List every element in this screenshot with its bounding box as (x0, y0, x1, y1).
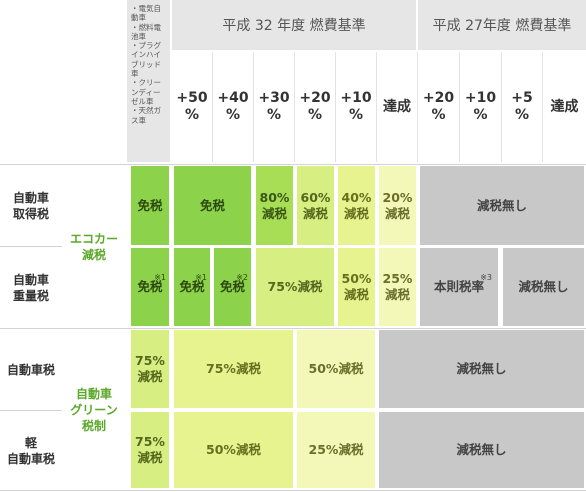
note-1-mark: ※1 (195, 273, 207, 282)
col-divider (253, 52, 254, 162)
auto-75pct-cell: 75%減税 (174, 330, 293, 408)
auto-ev-cell: 75% 減税 (131, 330, 169, 408)
green-tax-system-label: 自動車 グリーン 税制 (70, 387, 118, 433)
fy27-standard-header: 平成 27年度 燃費基準 (418, 0, 586, 50)
col-divider (459, 52, 460, 162)
row-header-acquisition-tax: 自動車 取得税 (12, 191, 49, 221)
col-divider (376, 52, 377, 162)
acq-plus10-cell: 40% 減税 (338, 166, 375, 245)
wt-plus40-text: 免税 (219, 279, 245, 294)
acq-plus50-40-cell: 免税 (174, 166, 251, 245)
col-header-32-plus20: +20 % (299, 90, 331, 123)
kei-no-cut-cell: 減税無し (379, 412, 584, 488)
row-divider (0, 410, 62, 411)
col-header-32-plus30: +30 % (258, 90, 290, 123)
kei-ev-cell: 75% 減税 (131, 412, 169, 488)
col-divider (212, 52, 213, 162)
wt-fy27-standard-rate-cell: 本則税率 ※3 (420, 248, 498, 326)
fy32-standard-header: 平成 32 年度 燃費基準 (172, 0, 416, 50)
col-divider (501, 52, 502, 162)
col-header-27-plus10: +10 % (464, 90, 497, 123)
wt-standard-rate-text: 本則税率 (433, 279, 484, 294)
wt-fy27-no-cut-cell: 減税無し (503, 248, 584, 326)
auto-no-cut-cell: 減税無し (379, 330, 584, 408)
wt-plus40-cell: 免税 ※2 (214, 248, 251, 326)
row-divider (0, 164, 586, 165)
eco-car-tax-cut-label: エコカー 減税 (69, 232, 118, 262)
col-header-32-plus10: +10 % (340, 90, 372, 123)
col-divider (417, 52, 418, 162)
note-2-mark: ※2 (236, 273, 248, 282)
row-header-automobile-tax: 自動車税 (6, 363, 55, 377)
wt-achieved-cell: 25% 減税 (379, 248, 416, 326)
wt-ev-text: 免税 (137, 279, 163, 294)
row-divider (0, 246, 62, 247)
kei-50pct-cell: 50%減税 (174, 412, 293, 488)
wt-ev-cell: 免税 ※1 (131, 248, 169, 326)
acq-ev-cell: 免税 (131, 166, 169, 245)
col-header-27-achieved: 達成 (550, 98, 579, 115)
wt-plus30-20-cell: 75%減税 (256, 248, 334, 326)
row-divider (0, 490, 586, 491)
acq-plus20-cell: 60% 減税 (297, 166, 334, 245)
row-header-weight-tax: 自動車 重量税 (12, 273, 49, 303)
row-header-kei-automobile-tax: 軽 自動車税 (6, 436, 55, 466)
wt-plus10-cell: 50% 減税 (338, 248, 375, 326)
col-divider (294, 52, 295, 162)
col-divider (542, 52, 543, 162)
acq-achieved-cell: 20% 減税 (379, 166, 416, 245)
acq-plus30-cell: 80% 減税 (256, 166, 293, 245)
note-3-mark: ※3 (480, 273, 492, 282)
col-header-27-plus5: +5 % (511, 90, 533, 123)
acq-fy27-cell: 減税無し (420, 166, 584, 245)
vehicle-type-header (127, 0, 170, 162)
wt-plus50-cell: 免税 ※1 (174, 248, 210, 326)
kei-25pct-cell: 25%減税 (297, 412, 375, 488)
auto-50pct-cell: 50%減税 (297, 330, 375, 408)
vehicle-type-list: ・電気自 動車 ・燃料電 池車 ・プラグ インハイ ブリッド 車 ・クリー ンデ… (131, 4, 161, 125)
col-header-32-achieved: 達成 (383, 98, 411, 115)
note-1-mark: ※1 (154, 273, 166, 282)
col-divider (335, 52, 336, 162)
col-header-27-plus20: +20 % (422, 90, 455, 123)
wt-plus50-text: 免税 (179, 279, 205, 294)
col-header-32-plus40: +40 % (217, 90, 249, 123)
row-divider (0, 328, 586, 329)
col-header-32-plus50: +50 % (176, 90, 208, 123)
